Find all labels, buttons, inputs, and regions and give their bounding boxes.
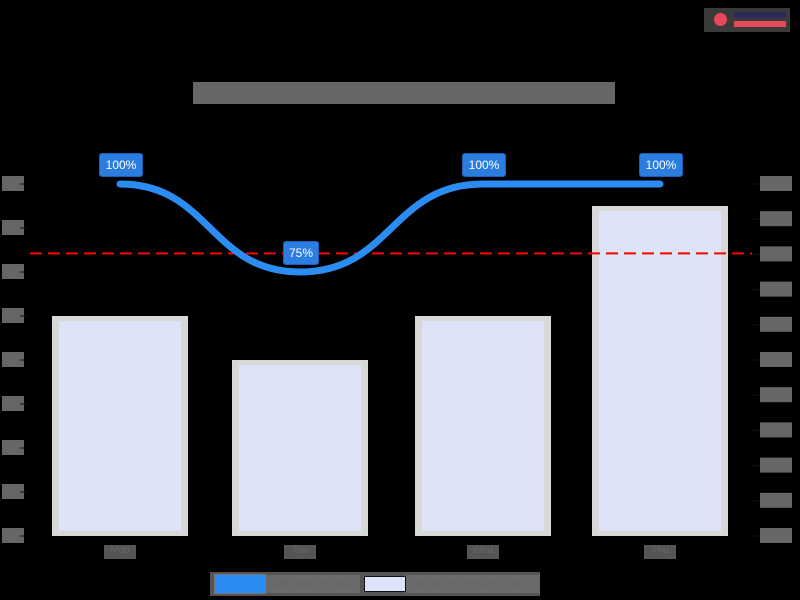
data-label: 100% bbox=[462, 153, 506, 177]
legend-line-swatch bbox=[214, 574, 266, 594]
legend-line-label: Attendance Rate bbox=[266, 575, 360, 593]
legend-bar-swatch bbox=[363, 576, 406, 592]
bar bbox=[422, 321, 544, 531]
logo-text-bottom bbox=[734, 21, 786, 27]
bar-series bbox=[52, 206, 728, 536]
logo-text-top bbox=[734, 12, 786, 18]
logo-icon bbox=[714, 13, 727, 26]
line-series bbox=[116, 180, 664, 276]
data-label: 100% bbox=[99, 153, 143, 177]
bar bbox=[599, 211, 721, 531]
x-axis-label: Mon bbox=[104, 545, 136, 559]
chart-title: Student Attendance by Day with Presence … bbox=[193, 82, 615, 104]
bar bbox=[59, 321, 181, 531]
right-axis bbox=[752, 176, 792, 543]
data-label: 100% bbox=[639, 153, 683, 177]
x-axis-label: Thu bbox=[644, 545, 676, 559]
data-label: 75% bbox=[283, 241, 319, 265]
left-axis bbox=[2, 176, 28, 543]
bar bbox=[239, 365, 361, 531]
brand-logo bbox=[704, 8, 790, 32]
x-axis-label: Wed bbox=[467, 545, 499, 559]
legend-bar-label: Students Present (count) bbox=[405, 575, 540, 593]
x-axis-label: Tue bbox=[284, 545, 316, 559]
legend: Attendance Rate Students Present (count) bbox=[210, 572, 540, 596]
